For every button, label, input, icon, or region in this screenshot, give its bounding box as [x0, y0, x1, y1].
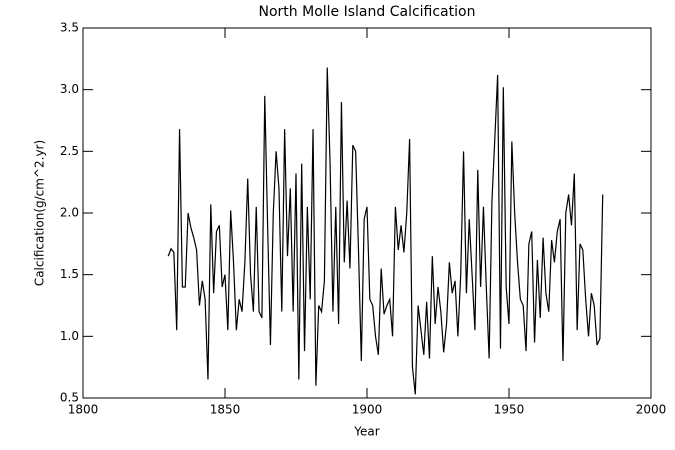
y-tick-label: 3.5: [60, 21, 79, 35]
x-axis-label: Year: [353, 425, 379, 439]
y-tick-label: 1.0: [60, 329, 79, 343]
data-line: [167, 67, 604, 395]
x-tick-label: 2000: [636, 403, 667, 417]
x-tick-label: 1950: [494, 403, 525, 417]
y-tick-label: 2.0: [60, 206, 79, 220]
chart-title: North Molle Island Calcification: [259, 4, 476, 20]
x-tick-label: 1850: [210, 403, 241, 417]
y-tick-label: 0.5: [60, 391, 79, 405]
y-tick-label: 2.5: [60, 144, 79, 158]
y-tick-label: 3.0: [60, 82, 79, 96]
x-tick-label: 1900: [352, 403, 383, 417]
x-tick-label: 1800: [68, 403, 99, 417]
y-tick-label: 1.5: [60, 267, 79, 281]
y-axis-label: Calcification(g/cm^2.yr): [33, 140, 47, 286]
